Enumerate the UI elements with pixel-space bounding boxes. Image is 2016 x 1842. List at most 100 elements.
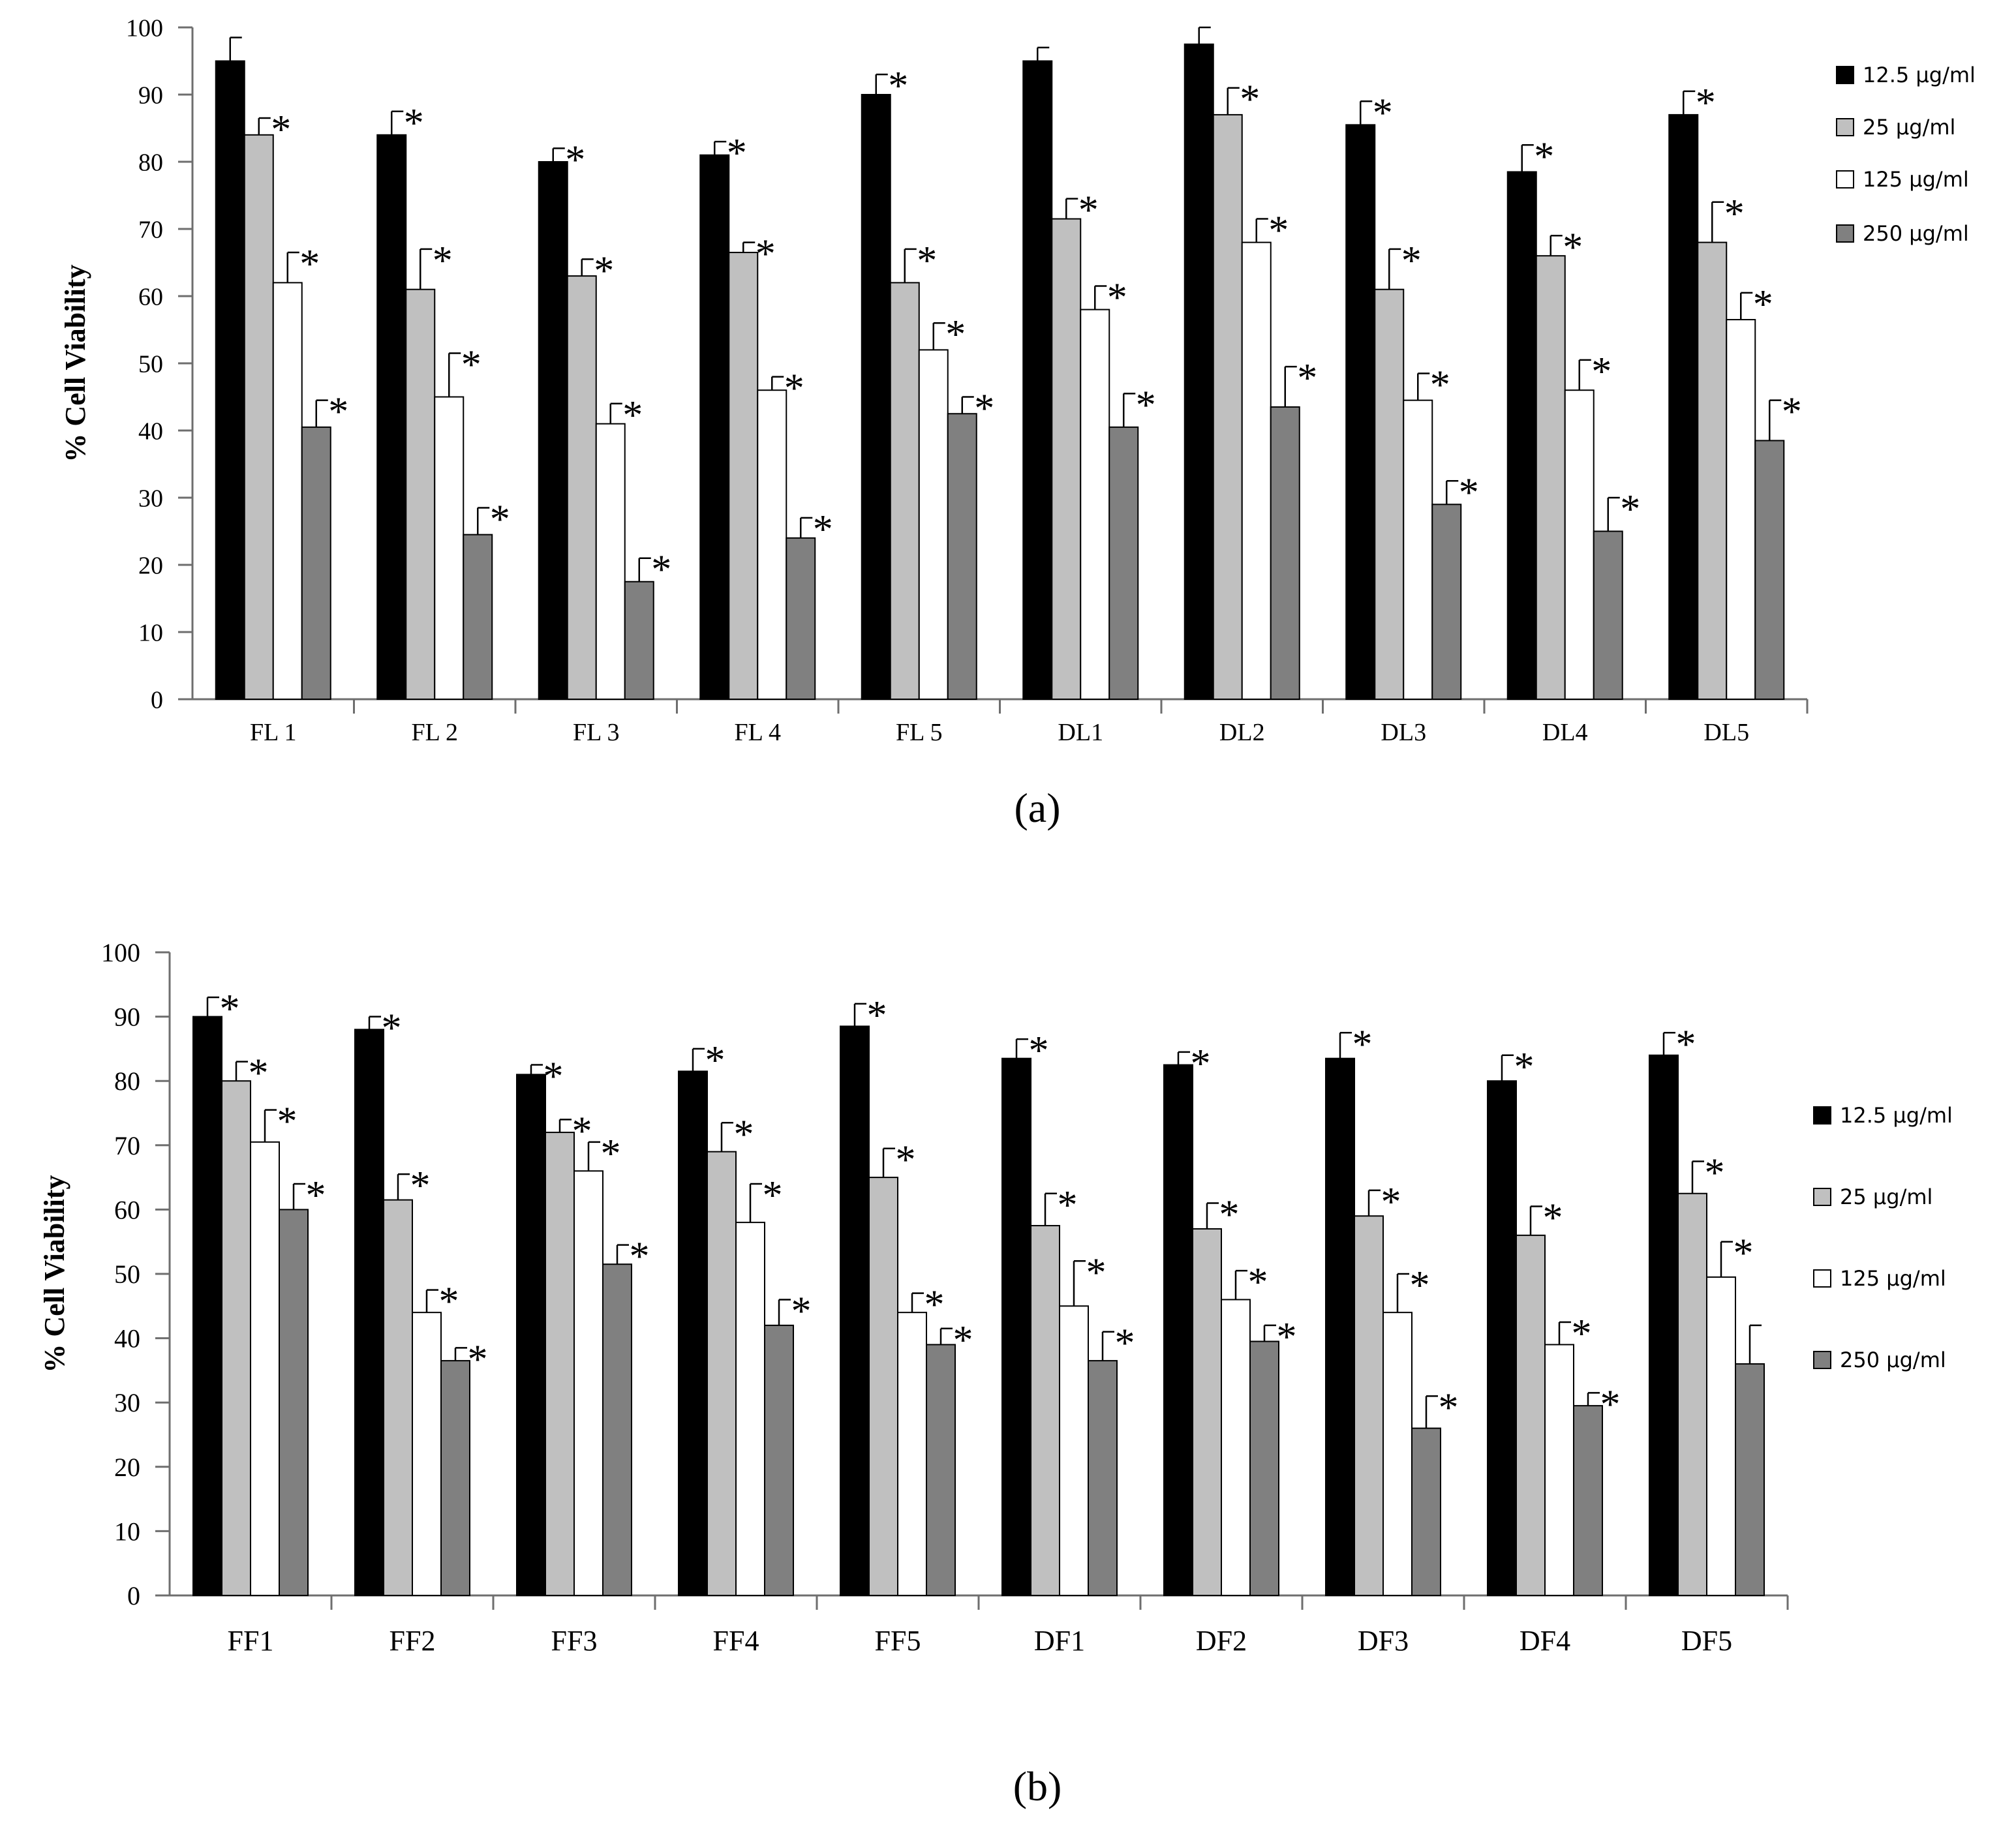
significance-star: *	[953, 1318, 973, 1363]
significance-star: *	[791, 1289, 812, 1333]
significance-star: *	[410, 1164, 431, 1208]
significance-star: *	[1733, 1231, 1754, 1276]
bar	[1754, 440, 1785, 700]
legend-label: 25 µg/ml	[1840, 1185, 1932, 1209]
bar	[735, 1222, 765, 1596]
y-tick-label: 50	[114, 1260, 140, 1289]
bar	[840, 1025, 870, 1596]
bar	[918, 349, 949, 700]
significance-star: *	[1600, 1382, 1621, 1427]
significance-star: *	[220, 987, 240, 1031]
significance-star: *	[1620, 487, 1640, 532]
y-tick-label: 30	[114, 1388, 140, 1417]
bar	[221, 1080, 251, 1596]
bar	[1697, 241, 1728, 701]
bar	[1593, 530, 1623, 700]
bar	[757, 389, 787, 700]
significance-star: *	[1563, 225, 1583, 269]
legend-swatch	[1813, 1188, 1831, 1206]
y-tick-label: 40	[114, 1324, 140, 1353]
bar	[1573, 1405, 1603, 1596]
significance-star: *	[1572, 1312, 1592, 1356]
bar	[566, 275, 597, 701]
bar	[1022, 60, 1053, 700]
significance-star: *	[784, 367, 804, 411]
chart-panel-a: 0 10 20 30 40 50 60 70 80 90 100 % Cell Viability FL…	[59, 14, 1976, 831]
bar	[1184, 43, 1214, 700]
y-tick-label: 60	[138, 283, 163, 310]
bar	[1088, 1360, 1118, 1597]
y-axis-title: % Cell Viability	[59, 264, 91, 462]
bar	[538, 161, 568, 700]
y-tick-label: 10	[114, 1517, 140, 1546]
bar	[192, 1016, 222, 1596]
significance-star: *	[299, 242, 320, 286]
significance-star: *	[1352, 1022, 1373, 1066]
significance-star: *	[1439, 1385, 1459, 1430]
significance-star: *	[1543, 1196, 1563, 1240]
bar	[707, 1151, 737, 1597]
significance-star: *	[651, 548, 671, 592]
bar	[272, 282, 303, 700]
bar	[1249, 1340, 1279, 1597]
legend-swatch	[1836, 224, 1854, 243]
legend-label: 250 µg/ml	[1840, 1348, 1946, 1372]
y-tick-label: 70	[114, 1131, 140, 1160]
bar	[1677, 1192, 1707, 1596]
x-category-label: FF2	[389, 1625, 436, 1657]
significance-star: *	[1410, 1263, 1430, 1308]
y-tick-label: 100	[101, 938, 140, 967]
significance-star: *	[1381, 1180, 1401, 1224]
bar	[463, 534, 493, 701]
y-axis-title: % Cell Viability	[38, 1175, 70, 1372]
legend-label: 125 µg/ml	[1863, 167, 1969, 192]
bar	[764, 1324, 794, 1596]
bar	[624, 581, 654, 700]
significance-star: *	[1591, 350, 1611, 394]
bar	[1487, 1080, 1517, 1596]
chart-panel-b: 0 10 20 30 40 50 60 70 80 90 100 % Cell Viability FF…	[38, 938, 1953, 1809]
significance-star: *	[756, 232, 776, 277]
bar	[250, 1141, 280, 1596]
significance-star: *	[1078, 189, 1099, 233]
significance-star: *	[594, 249, 614, 293]
y-tick-label: 80	[114, 1066, 140, 1096]
significance-star: *	[945, 312, 966, 357]
y-tick-label: 0	[151, 686, 163, 714]
bar	[1431, 504, 1462, 700]
bar	[678, 1070, 708, 1597]
bar	[545, 1132, 575, 1596]
bar	[926, 1344, 956, 1596]
significance-star: *	[1724, 192, 1745, 236]
x-category-label: FF1	[228, 1625, 274, 1657]
significance-star: *	[1086, 1250, 1107, 1295]
x-category-label: DF4	[1520, 1625, 1570, 1657]
x-category-label: FL 5	[896, 719, 942, 746]
x-category-label: FL 1	[250, 719, 296, 746]
bar	[1001, 1057, 1031, 1596]
legend-label: 125 µg/ml	[1840, 1266, 1946, 1291]
significance-star: *	[1191, 1042, 1211, 1086]
significance-star: *	[1782, 390, 1802, 434]
bar	[1345, 124, 1376, 701]
y-tick-label: 20	[138, 552, 163, 579]
significance-star: *	[734, 1112, 754, 1156]
bar	[1649, 1054, 1679, 1596]
significance-star: *	[974, 387, 994, 431]
significance-star: *	[622, 393, 643, 438]
bar	[947, 413, 977, 700]
y-tick-label: 0	[127, 1581, 140, 1610]
significance-star: *	[543, 1055, 564, 1099]
legend-label: 25 µg/ml	[1863, 115, 1955, 140]
x-category-label: DF1	[1034, 1625, 1085, 1657]
y-tick-label: 60	[114, 1195, 140, 1224]
x-category-label: DF5	[1681, 1625, 1732, 1657]
bar	[1382, 1312, 1413, 1597]
significance-star: *	[1514, 1045, 1535, 1089]
y-tick-label: 40	[138, 417, 163, 445]
bar	[516, 1074, 546, 1596]
significance-star: *	[1277, 1315, 1297, 1359]
bar	[1030, 1225, 1060, 1597]
significance-star: *	[727, 131, 747, 175]
significance-star: *	[565, 138, 585, 182]
